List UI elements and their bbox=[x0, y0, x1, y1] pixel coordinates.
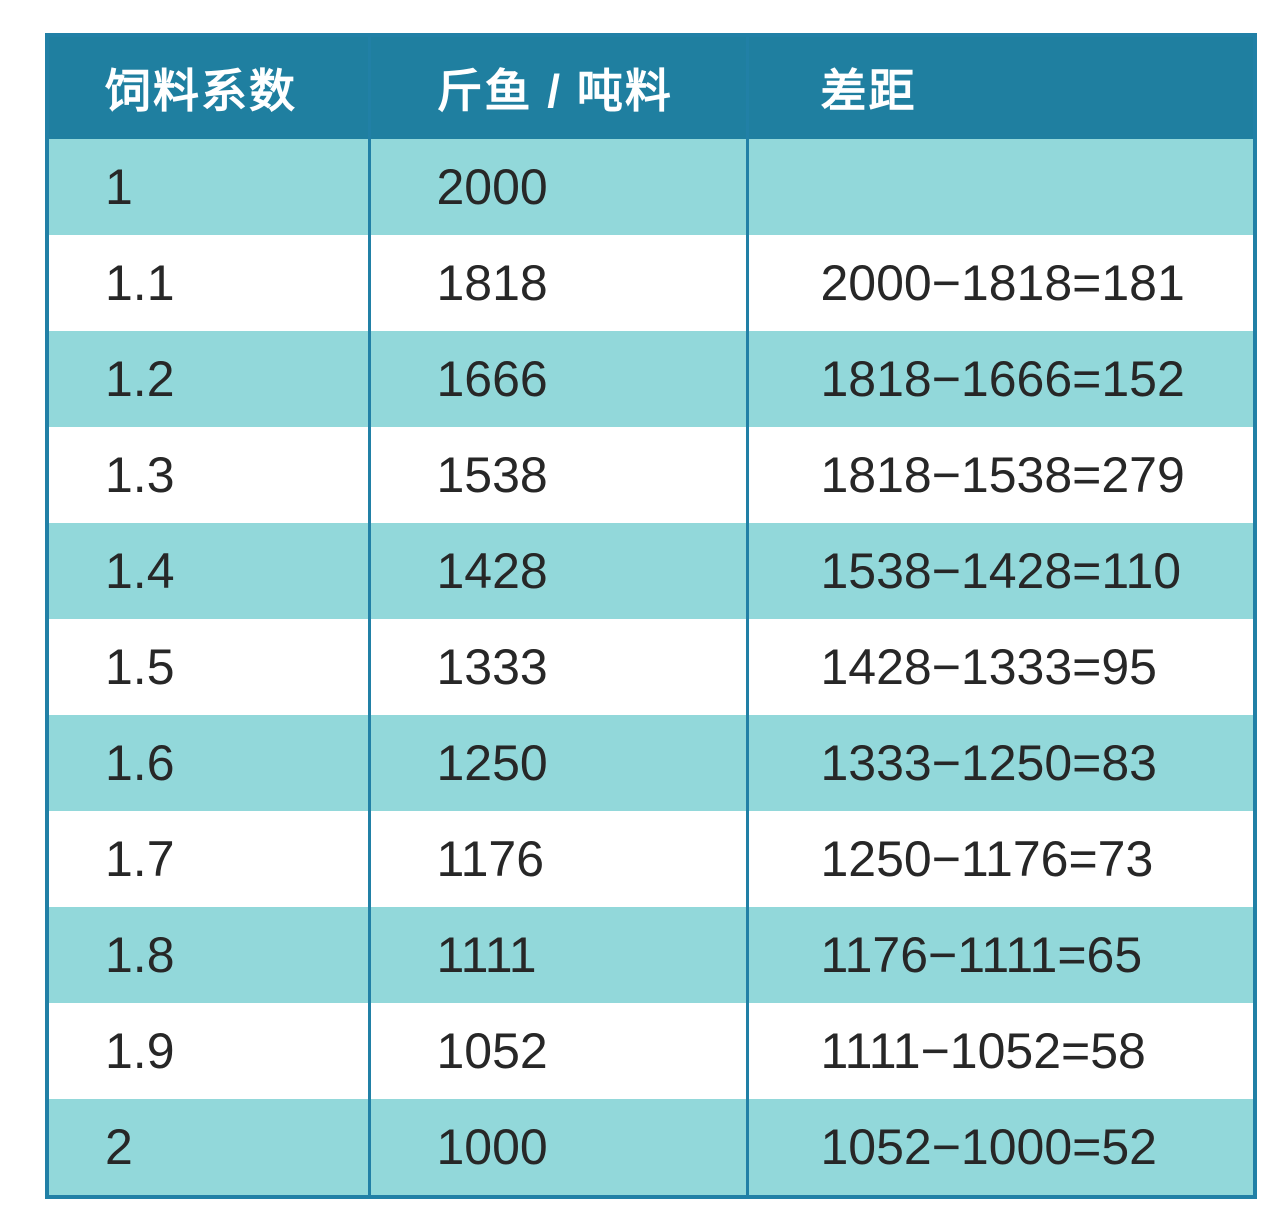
cell-fish-per-ton: 1538 bbox=[367, 427, 747, 523]
cell-gap bbox=[745, 139, 1255, 235]
table-row: 1.8 1111 1176−1111=65 bbox=[47, 907, 1255, 1003]
cell-gap: 1538−1428=110 bbox=[745, 523, 1255, 619]
table-row: 1.6 1250 1333−1250=83 bbox=[47, 715, 1255, 811]
cell-fish-per-ton: 1666 bbox=[367, 331, 747, 427]
cell-fish-per-ton: 1176 bbox=[367, 811, 747, 907]
cell-gap: 1111−1052=58 bbox=[745, 1003, 1255, 1099]
cell-feed-coefficient: 1.5 bbox=[105, 639, 175, 695]
cell-fish-per-ton: 1818 bbox=[367, 235, 747, 331]
table-row: 1.5 1333 1428−1333=95 bbox=[47, 619, 1255, 715]
cell-fish-per-ton: 1111 bbox=[367, 907, 747, 1003]
cell-feed-coefficient: 1.3 bbox=[105, 447, 175, 503]
cell-gap: 1333−1250=83 bbox=[745, 715, 1255, 811]
cell-feed-coefficient: 2 bbox=[105, 1119, 133, 1175]
cell-fish-per-ton: 1250 bbox=[367, 715, 747, 811]
table-row: 1.2 1666 1818−1666=152 bbox=[47, 331, 1255, 427]
column-header-fish-per-ton: 斤鱼 / 吨料 bbox=[367, 35, 747, 139]
cell-fish-per-ton: 1428 bbox=[367, 523, 747, 619]
cell-fish-per-ton: 1333 bbox=[367, 619, 747, 715]
cell-feed-coefficient: 1.4 bbox=[105, 543, 175, 599]
cell-fish-per-ton: 1052 bbox=[367, 1003, 747, 1099]
table-header-row: 饲料系数 斤鱼 / 吨料 差距 bbox=[47, 35, 1255, 139]
table-row: 1.1 1818 2000−1818=181 bbox=[47, 235, 1255, 331]
cell-feed-coefficient: 1.8 bbox=[105, 927, 175, 983]
table-row: 1.7 1176 1250−1176=73 bbox=[47, 811, 1255, 907]
cell-gap: 1428−1333=95 bbox=[745, 619, 1255, 715]
cell-fish-per-ton: 1000 bbox=[367, 1099, 747, 1197]
cell-feed-coefficient: 1 bbox=[105, 159, 133, 215]
cell-gap: 1176−1111=65 bbox=[745, 907, 1255, 1003]
column-header-gap: 差距 bbox=[745, 35, 1255, 139]
cell-gap: 1818−1666=152 bbox=[745, 331, 1255, 427]
cell-gap: 1052−1000=52 bbox=[745, 1099, 1255, 1197]
cell-feed-coefficient: 1.2 bbox=[105, 351, 175, 407]
table-row: 1.9 1052 1111−1052=58 bbox=[47, 1003, 1255, 1099]
table-row: 2 1000 1052−1000=52 bbox=[47, 1099, 1255, 1197]
table-row: 1.4 1428 1538−1428=110 bbox=[47, 523, 1255, 619]
cell-gap: 1818−1538=279 bbox=[745, 427, 1255, 523]
cell-feed-coefficient: 1.1 bbox=[105, 255, 175, 311]
cell-fish-per-ton: 2000 bbox=[367, 139, 747, 235]
cell-gap: 2000−1818=181 bbox=[745, 235, 1255, 331]
table-row: 1.3 1538 1818−1538=279 bbox=[47, 427, 1255, 523]
cell-feed-coefficient: 1.7 bbox=[105, 831, 175, 887]
column-header-feed-coefficient: 饲料系数 bbox=[47, 35, 369, 139]
cell-feed-coefficient: 1.9 bbox=[105, 1023, 175, 1079]
feed-conversion-table: 饲料系数 斤鱼 / 吨料 差距 1 2000 1.1 1818 2000−181… bbox=[45, 33, 1257, 1199]
cell-gap: 1250−1176=73 bbox=[745, 811, 1255, 907]
table-row: 1 2000 bbox=[47, 139, 1255, 235]
cell-feed-coefficient: 1.6 bbox=[105, 735, 175, 791]
